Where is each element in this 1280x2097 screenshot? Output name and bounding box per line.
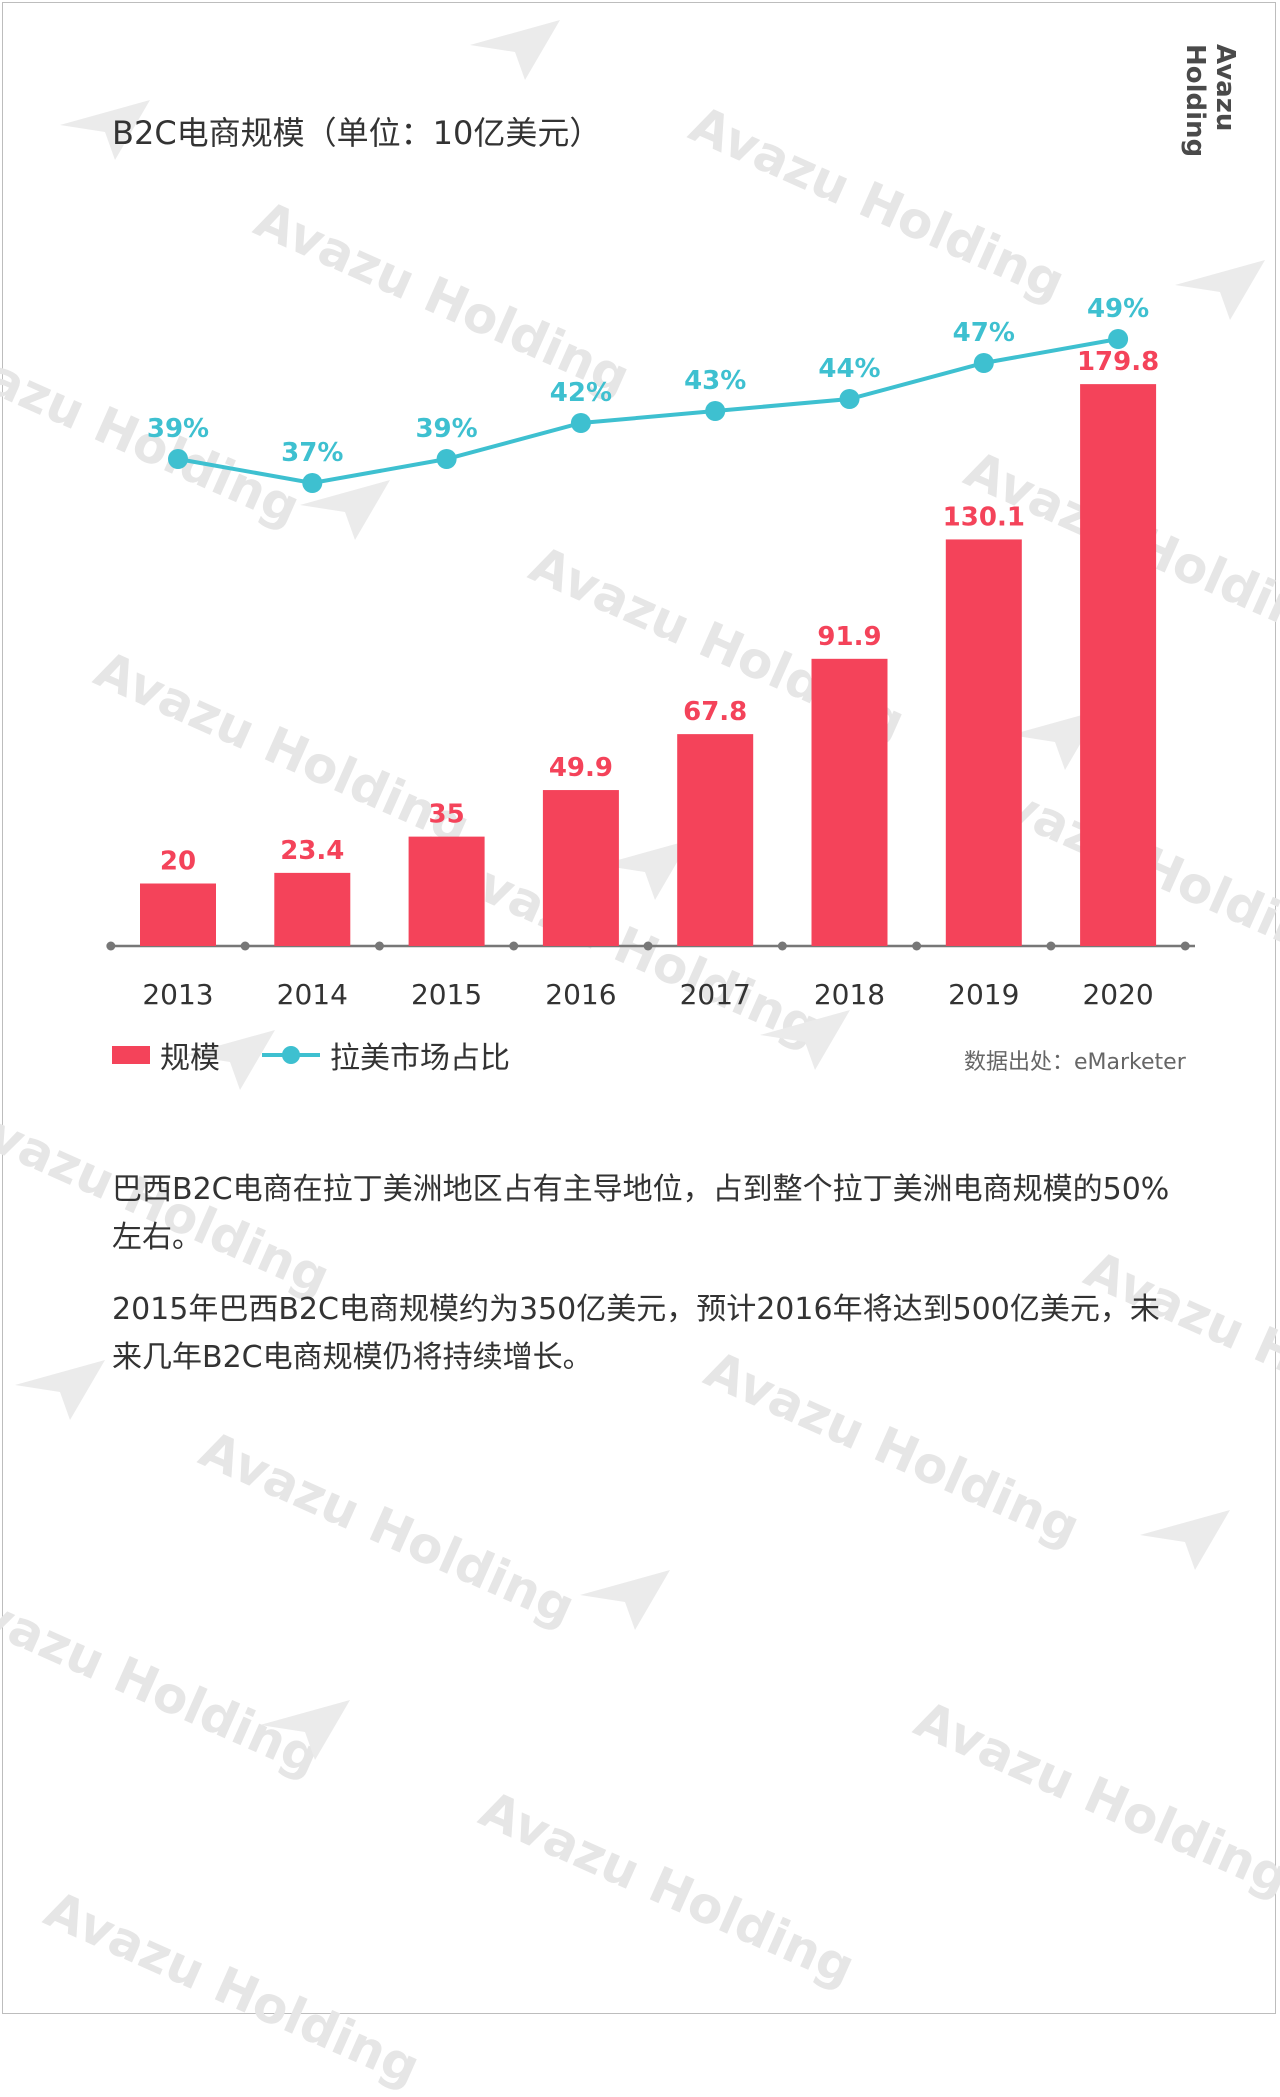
line-data-label: 39% xyxy=(147,414,209,444)
x-tick-label: 2015 xyxy=(411,978,482,1011)
x-tick-label: 2020 xyxy=(1082,978,1153,1011)
bar xyxy=(274,872,351,946)
bar-data-label: 130.1 xyxy=(943,502,1025,532)
line-data-label: 49% xyxy=(1087,294,1149,324)
chart-title: B2C电商规模（单位：10亿美元） xyxy=(112,114,602,152)
paragraph-2: 2015年巴西B2C电商规模约为350亿美元，预计2016年将达到500亿美元，… xyxy=(112,1292,1160,1375)
bar xyxy=(140,883,216,946)
x-tick-label: 2014 xyxy=(277,978,348,1011)
x-axis-tick xyxy=(240,941,250,951)
line-data-label: 44% xyxy=(818,354,880,384)
line-point xyxy=(705,401,726,421)
x-axis-tick xyxy=(106,941,116,951)
x-axis-tick xyxy=(912,941,922,951)
x-axis-tick xyxy=(374,941,384,951)
bar-data-label: 67.8 xyxy=(683,697,747,727)
legend-bar-swatch xyxy=(112,1046,150,1064)
x-axis-tick xyxy=(777,941,787,951)
page-frame xyxy=(2,2,1276,2014)
legend-line-swatch xyxy=(262,1046,320,1064)
x-axis-tick xyxy=(509,941,519,951)
bar xyxy=(811,658,888,946)
bar-data-label: 179.8 xyxy=(1077,347,1159,377)
bar-data-label: 20 xyxy=(160,847,196,877)
bar xyxy=(677,734,754,946)
legend-item-line: 拉美市场占比 xyxy=(262,1033,510,1077)
bar xyxy=(945,539,1022,946)
line-point xyxy=(168,449,188,469)
x-axis-tick xyxy=(643,941,653,951)
line-point xyxy=(436,449,457,469)
line-point xyxy=(302,473,323,493)
brand-label: Avazu Holding xyxy=(1180,44,1240,158)
x-tick-label: 2013 xyxy=(142,978,213,1011)
x-tick-label: 2017 xyxy=(680,978,751,1011)
bar xyxy=(1080,384,1157,946)
bar xyxy=(408,836,485,946)
legend-label-bar: 规模 xyxy=(160,1041,220,1076)
legend-label-line: 拉美市场占比 xyxy=(330,1041,510,1076)
bar-data-label: 91.9 xyxy=(817,622,881,652)
line-series xyxy=(177,337,1119,486)
bar xyxy=(542,790,619,946)
x-tick-label: 2016 xyxy=(545,978,616,1011)
x-tick-label: 2019 xyxy=(948,978,1019,1011)
bar-data-label: 23.4 xyxy=(280,836,344,866)
x-axis-tick xyxy=(1046,941,1056,951)
line-point xyxy=(839,389,860,409)
x-tick-label: 2018 xyxy=(814,978,885,1011)
line-data-label: 39% xyxy=(415,414,477,444)
bar-line-chart: 20 2013 23.4 2014 35 2015 49.9 2016 67.8 2017 91.9… xyxy=(106,294,1195,1011)
line-data-label: 37% xyxy=(281,438,343,468)
line-data-label: 42% xyxy=(550,378,612,408)
line-point xyxy=(1108,329,1129,349)
line-point xyxy=(973,353,994,373)
paragraph-1: 巴西B2C电商在拉丁美洲地区占有主导地位，占到整个拉丁美洲电商规模的50%左右。 xyxy=(112,1172,1170,1255)
legend-item-bar: 规模 xyxy=(112,1033,220,1077)
data-source: 数据出处：eMarketer xyxy=(964,1050,1186,1075)
x-axis-tick xyxy=(1180,941,1190,951)
bar-data-label: 35 xyxy=(429,800,465,830)
line-data-label: 43% xyxy=(684,366,746,396)
bar-data-label: 49.9 xyxy=(549,753,613,783)
line-data-label: 47% xyxy=(953,318,1015,348)
line-point xyxy=(570,413,591,433)
